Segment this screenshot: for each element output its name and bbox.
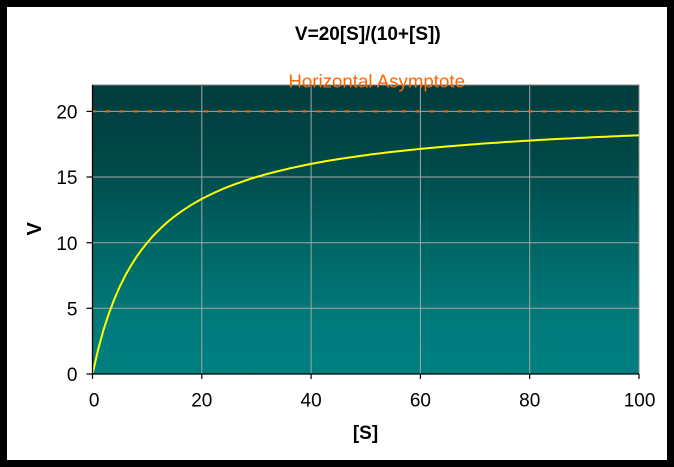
svg-text:V: V bbox=[24, 221, 46, 235]
svg-text:Horizontal Asymptote: Horizontal Asymptote bbox=[288, 71, 465, 92]
svg-text:100: 100 bbox=[624, 390, 656, 411]
svg-text:40: 40 bbox=[301, 390, 322, 411]
svg-text:[S]: [S] bbox=[353, 423, 378, 444]
svg-text:80: 80 bbox=[519, 390, 540, 411]
svg-text:60: 60 bbox=[410, 390, 431, 411]
svg-text:5: 5 bbox=[67, 300, 78, 321]
svg-text:15: 15 bbox=[56, 168, 77, 189]
svg-text:0: 0 bbox=[89, 390, 100, 411]
svg-text:10: 10 bbox=[56, 234, 77, 255]
svg-text:20: 20 bbox=[191, 390, 212, 411]
svg-text:0: 0 bbox=[67, 365, 78, 386]
svg-text:V=20[S]/(10+[S]): V=20[S]/(10+[S]) bbox=[295, 24, 441, 45]
svg-text:20: 20 bbox=[56, 103, 77, 124]
